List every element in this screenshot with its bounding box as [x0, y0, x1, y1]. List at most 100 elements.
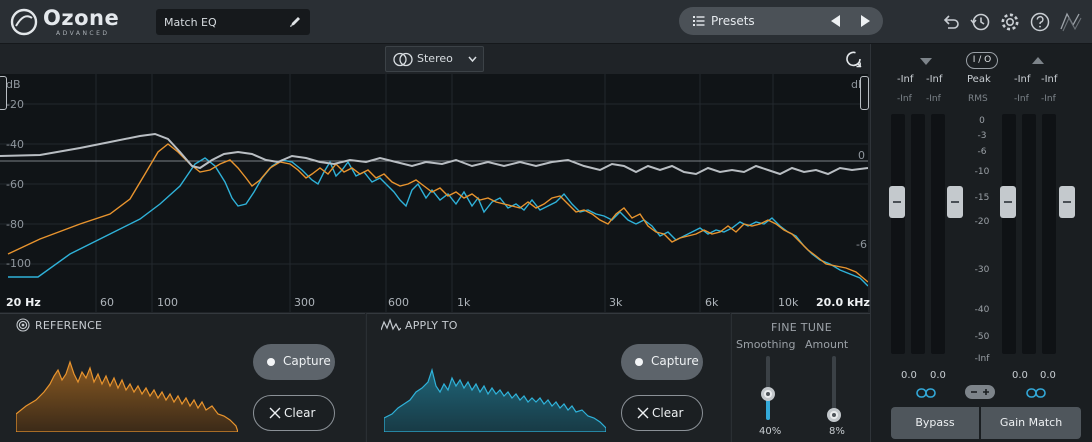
- amount-slider-track[interactable]: [832, 356, 836, 420]
- input-left-gain[interactable]: 0.0: [901, 370, 917, 381]
- freq-label: 300: [294, 296, 315, 309]
- gain-match-button[interactable]: Gain Match: [981, 407, 1081, 439]
- header-bar: Ozone ADVANCED Match EQ Presets: [0, 0, 1092, 44]
- pencil-icon[interactable]: [288, 14, 303, 29]
- rms-label: RMS: [968, 94, 988, 104]
- spectrum-graph-svg: [0, 74, 868, 312]
- channel-mode-label: Stereo: [417, 52, 453, 65]
- left-axis-label: -80: [6, 218, 24, 231]
- freq-label: 600: [388, 296, 409, 309]
- reference-curve: [7, 143, 868, 283]
- smoothing-slider-fill: [766, 394, 770, 420]
- module-name-label: Match EQ: [164, 16, 217, 29]
- input-gain-track: [931, 114, 945, 354]
- meter-scale-label: -50: [974, 332, 990, 342]
- output-right-gain[interactable]: 0.0: [1040, 370, 1056, 381]
- io-meter-section: I / O -Inf -Inf Peak -Inf -Inf -Inf -Inf…: [870, 44, 1092, 442]
- next-preset-icon[interactable]: [858, 14, 872, 28]
- input-right-rms: -Inf: [926, 94, 941, 104]
- presets-bar[interactable]: Presets: [679, 7, 883, 35]
- meter-scale-label: -20: [974, 217, 990, 227]
- reference-title: REFERENCE: [35, 319, 103, 332]
- ozone-logo-icon: [10, 8, 38, 36]
- clear-label: Clear: [652, 406, 684, 420]
- output-left-fader[interactable]: [1000, 186, 1016, 218]
- output-right-fader[interactable]: [1059, 186, 1075, 218]
- apply-to-clear-button[interactable]: Clear: [621, 395, 703, 431]
- apply-to-capture-button[interactable]: Capture: [621, 344, 703, 380]
- smoothing-label: Smoothing: [736, 338, 796, 351]
- meter-scale-label: -Inf: [974, 354, 990, 364]
- freq-label: 6k: [705, 296, 719, 309]
- amount-slider-knob[interactable]: [827, 407, 841, 422]
- input-right-meter: [911, 114, 925, 354]
- help-icon[interactable]: [1029, 11, 1051, 33]
- previous-preset-icon[interactable]: [829, 14, 843, 28]
- input-right-gain[interactable]: 0.0: [930, 370, 946, 381]
- reset-view-icon[interactable]: [843, 48, 865, 70]
- meter-scale-label: -3: [977, 131, 987, 141]
- io-toggle[interactable]: I / O: [966, 52, 998, 69]
- capture-label: Capture: [283, 354, 331, 368]
- output-right-peak: -Inf: [1041, 74, 1058, 85]
- apply-to-curve: [8, 157, 868, 287]
- spectrum-graph[interactable]: dB dB -20 -40 -60 -80 -100 0 -6: [0, 74, 868, 312]
- reference-spectrum: [16, 360, 238, 432]
- input-right-fader[interactable]: [947, 186, 963, 218]
- input-link-icon[interactable]: [916, 387, 936, 399]
- freq-label: 20.0 kHz: [816, 296, 870, 309]
- output-triangle-icon: [1032, 57, 1044, 64]
- output-left-rms: -Inf: [1014, 94, 1029, 104]
- input-left-meter: [891, 114, 905, 354]
- clear-label: Clear: [284, 406, 316, 420]
- output-link-icon[interactable]: [1026, 387, 1046, 399]
- left-range-handle[interactable]: [0, 76, 7, 110]
- apply-to-title: APPLY TO: [405, 319, 458, 332]
- meter-scale-label: -40: [974, 305, 990, 315]
- record-dot-icon: [635, 358, 643, 366]
- smoothing-slider-knob[interactable]: [761, 387, 775, 402]
- apply-to-panel: APPLY TO Capture Clear: [366, 313, 730, 442]
- output-left-peak: -Inf: [1014, 74, 1031, 85]
- reference-capture-button[interactable]: Capture: [253, 344, 335, 380]
- peak-label: Peak: [967, 74, 991, 85]
- reference-clear-button[interactable]: Clear: [253, 395, 335, 431]
- output-right-rms: -Inf: [1041, 94, 1056, 104]
- output-left-meter: [1002, 114, 1016, 354]
- input-right-peak: -Inf: [926, 74, 943, 85]
- gain-stepper-icon[interactable]: [965, 385, 995, 399]
- chevron-down-icon: [468, 56, 477, 63]
- channel-mode-select[interactable]: Stereo: [385, 46, 484, 72]
- amount-value: 8%: [829, 426, 845, 437]
- right-range-handle[interactable]: [860, 76, 869, 110]
- fine-tune-panel: FINE TUNE Smoothing Amount 40% 8%: [731, 313, 870, 442]
- close-icon: [637, 407, 649, 419]
- record-dot-icon: [267, 358, 275, 366]
- input-left-rms: -Inf: [897, 94, 912, 104]
- undo-icon[interactable]: [940, 11, 962, 33]
- reference-panel: REFERENCE Capture Clear: [0, 313, 365, 442]
- logo-name: Ozone: [43, 6, 120, 30]
- right-axis-label: -6: [856, 238, 867, 251]
- settings-icon[interactable]: [999, 11, 1021, 33]
- izotope-logo-icon[interactable]: [1058, 9, 1084, 35]
- close-icon: [269, 407, 281, 419]
- right-axis-label: 0: [858, 149, 865, 162]
- match-curve: [0, 132, 868, 176]
- history-icon[interactable]: [969, 11, 991, 33]
- module-name-field[interactable]: Match EQ: [156, 9, 310, 35]
- input-left-fader[interactable]: [889, 186, 905, 218]
- meter-scale-label: -6: [977, 147, 987, 157]
- output-left-gain[interactable]: 0.0: [1012, 370, 1028, 381]
- meter-scale-label: -10: [974, 167, 990, 177]
- presets-label[interactable]: Presets: [711, 14, 755, 28]
- left-axis-label: -60: [6, 178, 24, 191]
- output-gain-track: [1042, 114, 1056, 354]
- left-axis-label: -40: [6, 138, 24, 151]
- left-axis-label: -20: [6, 98, 24, 111]
- freq-label: 20 Hz: [6, 296, 41, 309]
- freq-label: 10k: [778, 296, 799, 309]
- apply-to-spectrum: [384, 367, 606, 432]
- bypass-button[interactable]: Bypass: [891, 407, 979, 439]
- meter-scale-label: -15: [974, 193, 990, 203]
